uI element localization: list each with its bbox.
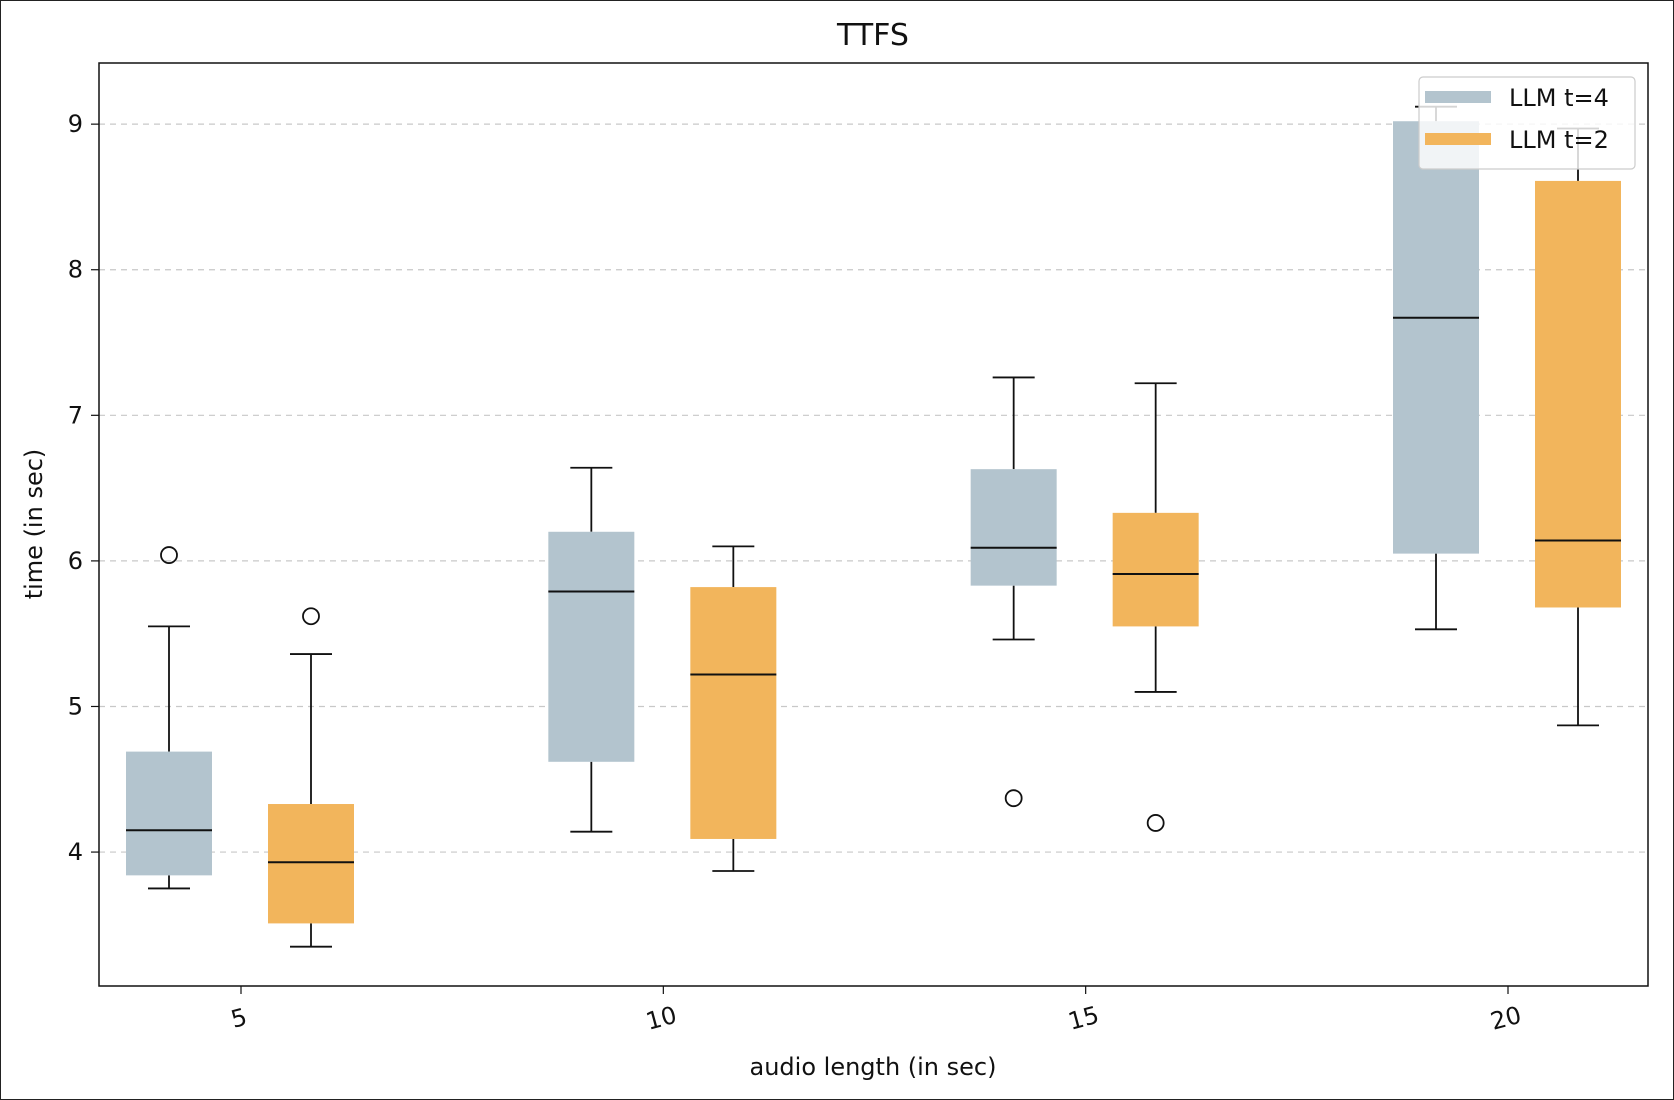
- box-iqr: [690, 587, 777, 839]
- box-iqr: [1393, 121, 1479, 554]
- box-iqr: [1112, 512, 1199, 627]
- outlier-point: [160, 546, 178, 564]
- y-tick-label: 7: [68, 401, 83, 429]
- legend-label: LLM t=4: [1509, 84, 1609, 112]
- box-iqr: [1535, 180, 1621, 608]
- y-tick-label: 6: [68, 547, 83, 575]
- box-iqr: [548, 531, 635, 762]
- y-tick-label: 5: [68, 692, 83, 720]
- box-iqr: [970, 469, 1057, 586]
- x-axis-label: audio length (in sec): [750, 1053, 997, 1081]
- outlier-point: [1146, 814, 1165, 832]
- box-iqr: [126, 751, 212, 876]
- y-axis-label: time (in sec): [20, 449, 48, 600]
- legend-swatch: [1425, 91, 1491, 103]
- x-tick-label: 15: [1065, 1001, 1102, 1036]
- y-tick-label: 4: [68, 838, 83, 866]
- box-layer: [126, 105, 1621, 948]
- grid-layer: [99, 123, 1648, 853]
- box-iqr: [268, 804, 354, 924]
- y-tick-label: 8: [68, 256, 83, 284]
- x-tick-label: 20: [1488, 1001, 1525, 1036]
- x-tick-label: 10: [643, 1001, 680, 1036]
- x-tick-label: 5: [228, 1003, 250, 1034]
- legend-label: LLM t=2: [1509, 126, 1609, 154]
- legend-swatch: [1425, 133, 1491, 145]
- y-tick-label: 9: [68, 110, 83, 138]
- outlier-point: [1004, 789, 1023, 808]
- legend: LLM t=4 LLM t=2: [1418, 76, 1636, 170]
- chart-title: TTFS: [836, 18, 909, 53]
- plot-frame: [98, 62, 1649, 987]
- outlier-point: [302, 607, 320, 626]
